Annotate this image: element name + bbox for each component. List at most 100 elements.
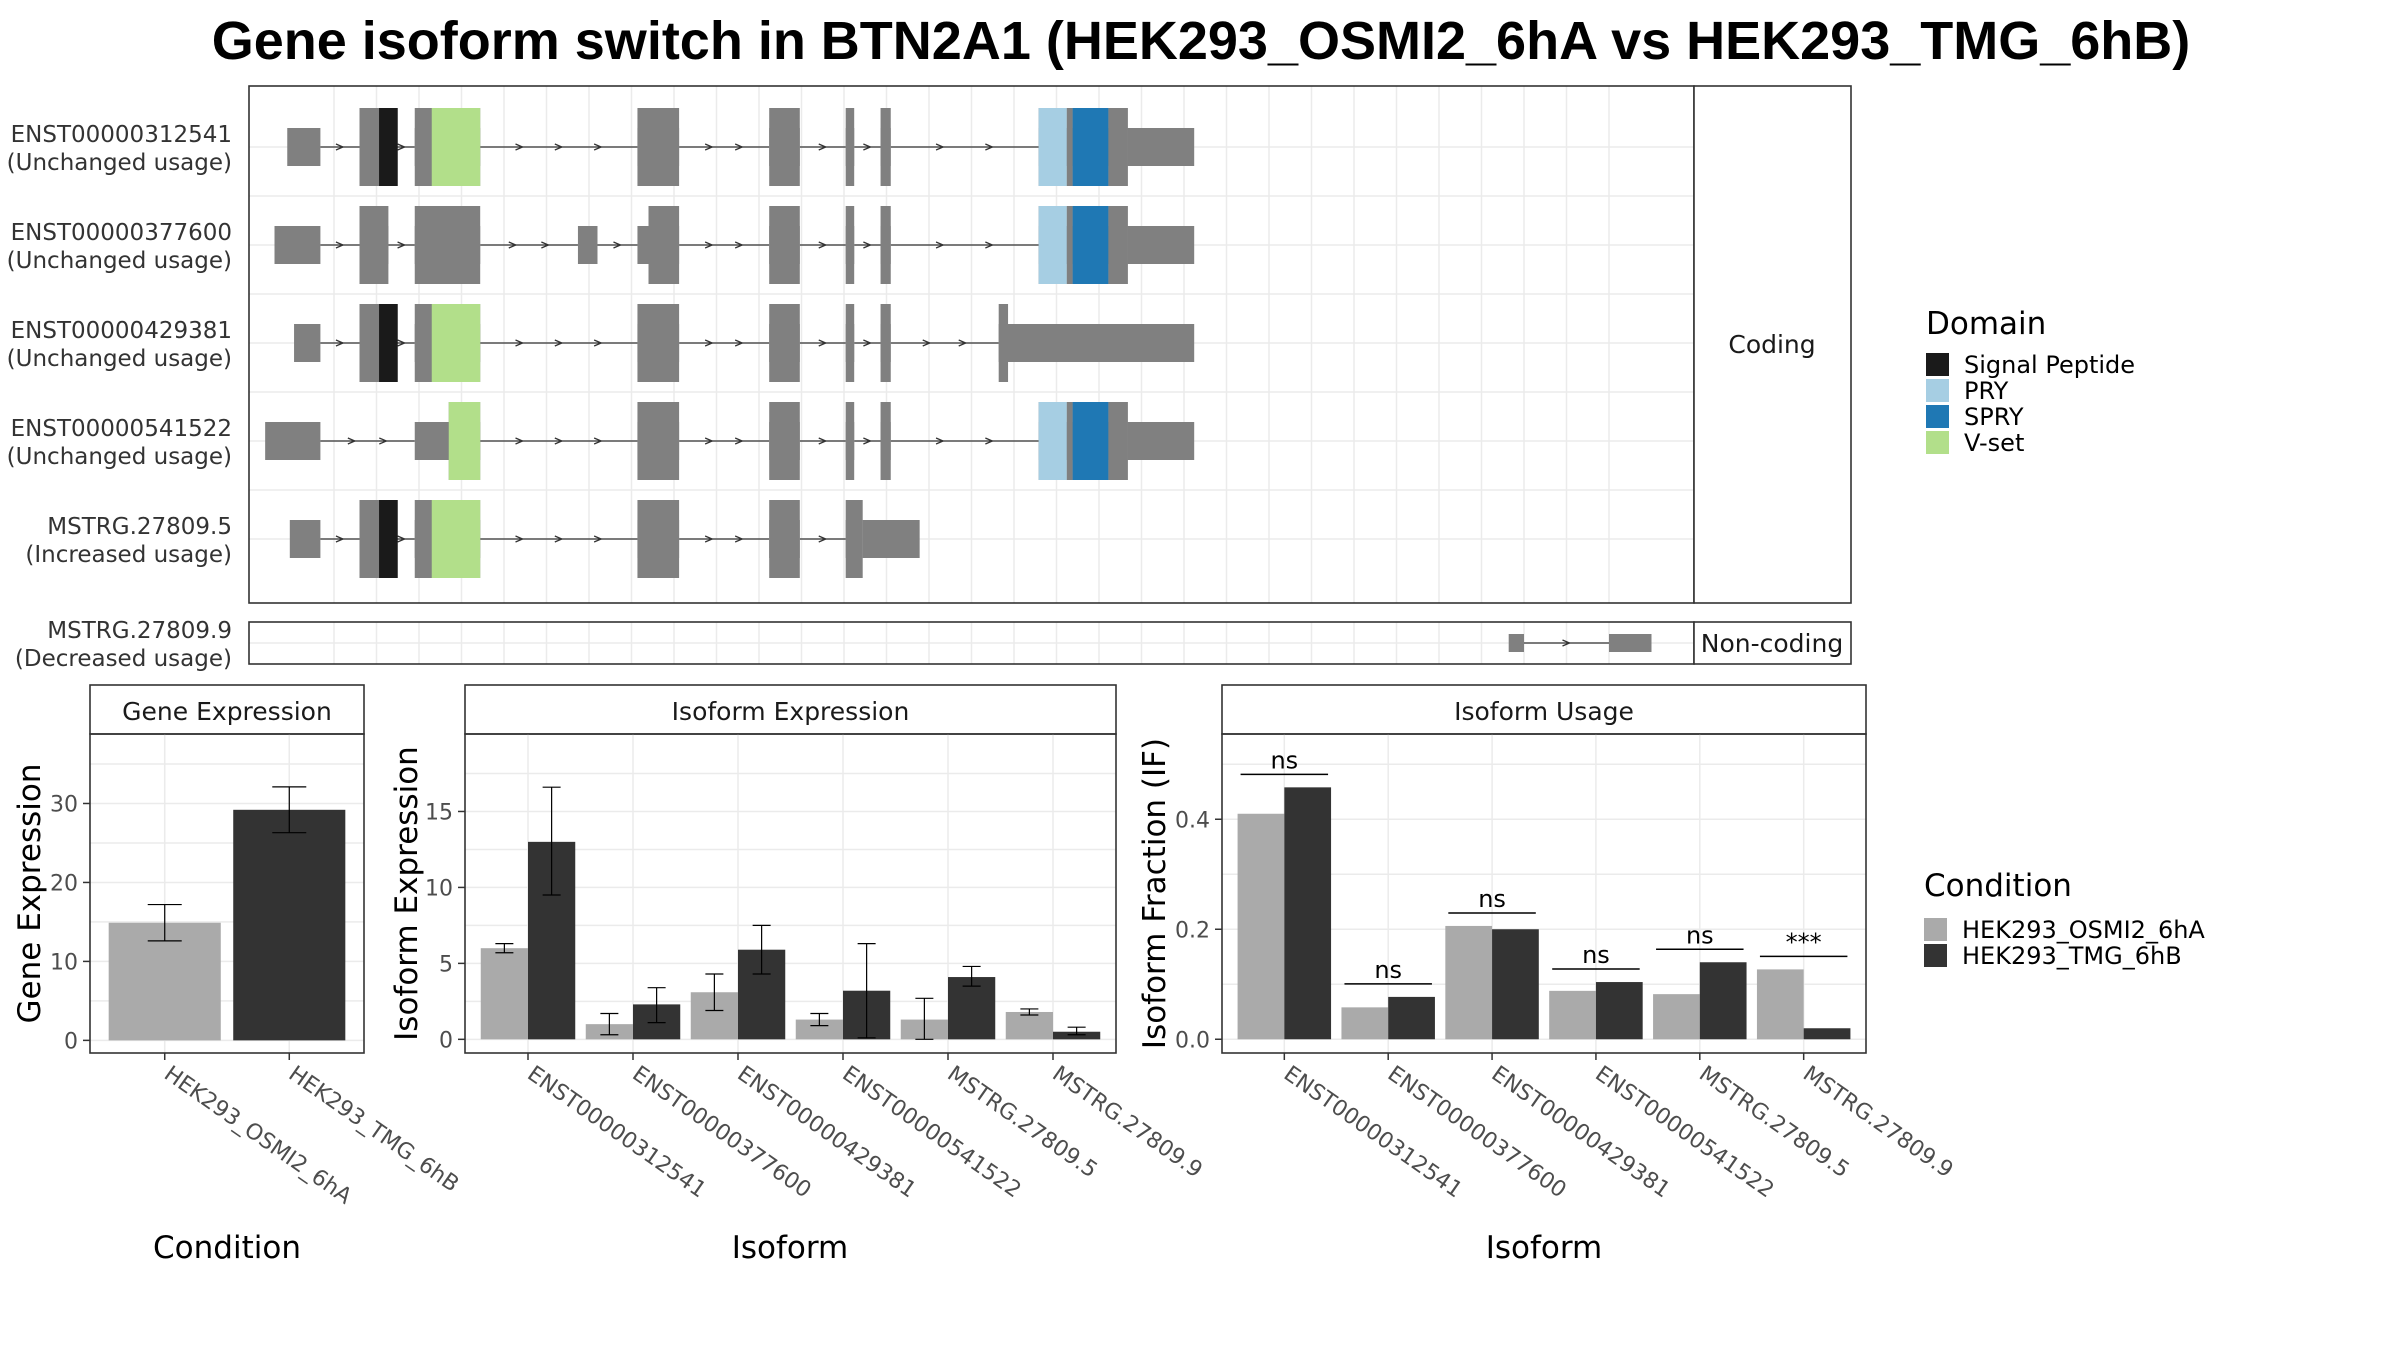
x-tick-label: ENST00000429381 [733,1061,921,1203]
y-tick-label: 0.2 [1175,918,1210,943]
domain-pry [1038,402,1067,480]
exon-utr [1127,422,1195,460]
domain-signal_peptide [379,304,398,382]
bar-cond-a [1653,994,1700,1040]
intron-arrow [554,143,564,151]
intron-arrow [734,535,744,543]
intron-arrow [593,437,603,445]
exon-coding [845,206,855,284]
transcript-id-label: ENST00000312541 [11,122,232,148]
intron-arrow [593,535,603,543]
x-tick-label: ENST00000312541 [523,1061,711,1203]
exon-utr [862,520,920,558]
intron-arrow [734,241,744,249]
y-tick-label: 10 [50,950,78,975]
bar-cond-a [108,922,221,1041]
transcript-usage-label: (Decreased usage) [15,646,232,672]
intron-arrow [397,535,407,543]
exon-coding [769,108,800,186]
x-axis-title: Isoform [1486,1230,1603,1266]
x-tick-label: ENST00000541522 [838,1061,1026,1203]
bar-cond-b [1388,996,1435,1040]
exon-coding [769,206,800,284]
y-tick-label: 30 [50,792,78,817]
exon-utr [287,128,321,166]
x-axis-title: Condition [153,1230,301,1266]
intron-arrow [704,535,714,543]
x-tick-label: ENST00000312541 [1279,1061,1467,1203]
x-tick-label: ENST00000377600 [628,1061,816,1203]
intron-arrow [704,143,714,151]
exon-coding [1108,206,1128,284]
legend-domain-title: Domain [1926,306,2046,342]
intron-arrow [863,339,873,347]
bar-cond-b [1699,962,1747,1040]
x-axis-title: Isoform [732,1230,849,1266]
exon-coding [1108,108,1128,186]
exon-coding [637,402,680,480]
exon-coding [880,402,891,480]
transcript-ENST00000541522 [265,402,1195,480]
panel-frame [464,733,1117,1054]
exon-coding [1108,402,1128,480]
transcript-usage-label: (Unchanged usage) [7,150,232,176]
x-tick-label: ENST00000541522 [1590,1061,1778,1203]
intron-arrow [863,143,873,151]
bar-cond-a [1549,990,1596,1040]
intron-arrow [515,143,525,151]
transcript-usage-label: (Unchanged usage) [7,444,232,470]
bar-cond-a [1237,813,1285,1040]
exon-utr [274,226,321,264]
legend-key-vset [1926,431,1949,454]
intron-arrow [922,339,932,347]
panel-frame [89,733,365,1054]
y-tick-label: 5 [439,952,453,977]
y-tick-label: 0 [64,1029,78,1054]
domain-pry [1038,206,1067,284]
y-tick-label: 0 [439,1028,453,1053]
intron-arrow [818,535,828,543]
bar-cond-b [233,809,346,1041]
intron-arrow [1562,639,1572,647]
intron-arrow [397,241,407,249]
domain-signal_peptide [379,500,398,578]
legend-label-cond_b: HEK293_TMG_6hB [1962,942,2182,970]
exon-coding [880,108,891,186]
y-tick-label: 0.0 [1175,1028,1210,1053]
transcript-MSTRG.27809.9 [1508,634,1652,652]
exon-coding [648,206,680,284]
bar-cond-a [1341,1007,1389,1040]
intron-arrow [818,143,828,151]
panel-frame [1221,733,1867,1054]
panel-title: Isoform Usage [1454,697,1634,726]
transcript-labels: ENST00000312541(Unchanged usage)ENST0000… [7,122,232,672]
exon-coding [845,108,855,186]
intron-arrow [935,241,945,249]
transcript-usage-label: (Unchanged usage) [7,346,232,372]
facet-strip-coding [1693,85,1852,604]
domain-spry [1072,402,1109,480]
significance-label: ns [1374,956,1402,984]
bar-cond-b [1595,982,1643,1040]
transcript-ENST00000312541 [287,108,1195,186]
exon-coding [637,304,680,382]
intron-arrow [335,339,345,347]
exon-coding [359,206,389,284]
exon-utr [289,520,321,558]
exon-utr [1127,226,1195,264]
significance-label: ns [1478,885,1506,913]
transcript-MSTRG.27809.5 [289,500,920,578]
legend-label-signal_peptide: Signal Peptide [1964,351,2135,379]
intron-arrow [863,437,873,445]
intron-arrow [613,241,623,249]
bar-cond-b [1492,929,1539,1040]
intron-arrow [347,437,357,445]
intron-arrow [734,339,744,347]
intron-arrow [704,339,714,347]
transcript-id-label: ENST00000429381 [11,318,232,344]
intron-arrow [397,339,407,347]
significance-label: ns [1270,746,1298,774]
exon-coding [845,500,863,578]
